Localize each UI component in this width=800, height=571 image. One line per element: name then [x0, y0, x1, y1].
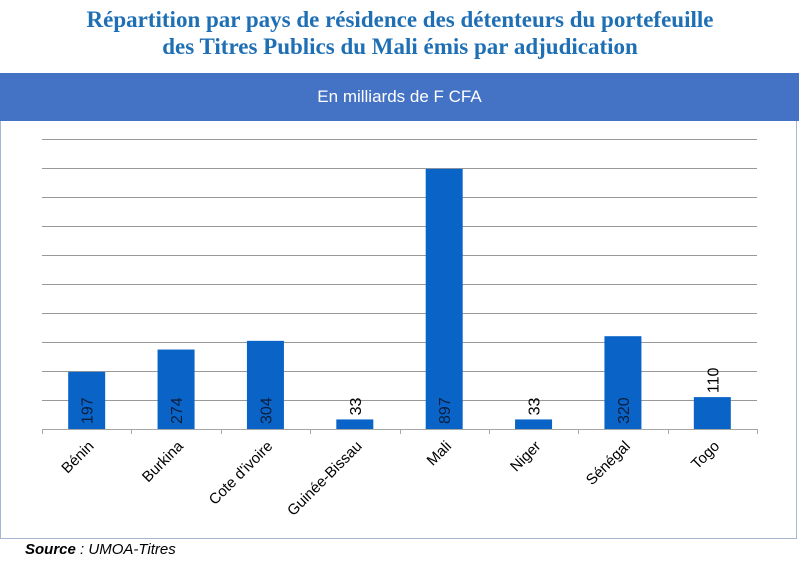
data-label: 33 [527, 398, 544, 416]
x-axis [42, 429, 758, 434]
data-label: 110 [705, 367, 722, 393]
chart-title-line-1: Répartition par pays de résidence des dé… [86, 7, 714, 32]
data-label: 897 [437, 397, 454, 424]
data-labels: 197 274 304 33 897 33 320 110 [80, 367, 723, 424]
source-value: UMOA-Titres [88, 541, 176, 558]
data-label: 197 [80, 397, 97, 424]
source-separator: : [75, 541, 89, 558]
source-note: Source : UMOA-Titres [25, 541, 176, 558]
bar-mali [425, 168, 463, 429]
chart-title: Répartition par pays de résidence des dé… [0, 6, 800, 60]
data-label: 320 [616, 397, 633, 424]
data-label: 304 [258, 397, 275, 424]
bar-cote-d-ivoire [246, 340, 284, 429]
data-label: 33 [348, 398, 365, 416]
unit-banner: En milliards de F CFA [0, 73, 799, 121]
x-tick-label: Mali [424, 438, 455, 469]
bar-togo [693, 397, 731, 429]
x-tick-label: Togo [688, 438, 723, 473]
chart-title-line-2: des Titres Publics du Mali émis par adju… [162, 34, 638, 59]
x-tick-label: Cote d'ivoire [206, 438, 277, 509]
x-tick-labels: Bénin Burkina Cote d'ivoire Guinée-Bissau Ma… [58, 437, 723, 519]
x-tick-label: Niger [507, 438, 544, 475]
gridlines [42, 139, 757, 401]
chart-frame [0, 73, 797, 539]
x-tick-label: Sénégal [583, 438, 634, 489]
bar-s-n-gal [604, 336, 642, 429]
bar-burkina [157, 349, 195, 429]
bar-niger [515, 419, 553, 429]
bar-b-nin [68, 371, 106, 429]
x-tick-label: Bénin [58, 438, 97, 477]
bars [68, 168, 731, 429]
data-label: 274 [169, 397, 186, 424]
bar-guin-e-bissau [336, 419, 374, 429]
x-tick-label: Burkina [139, 437, 187, 485]
x-tick-label: Guinée-Bissau [284, 438, 366, 520]
source-label: Source [25, 541, 76, 558]
